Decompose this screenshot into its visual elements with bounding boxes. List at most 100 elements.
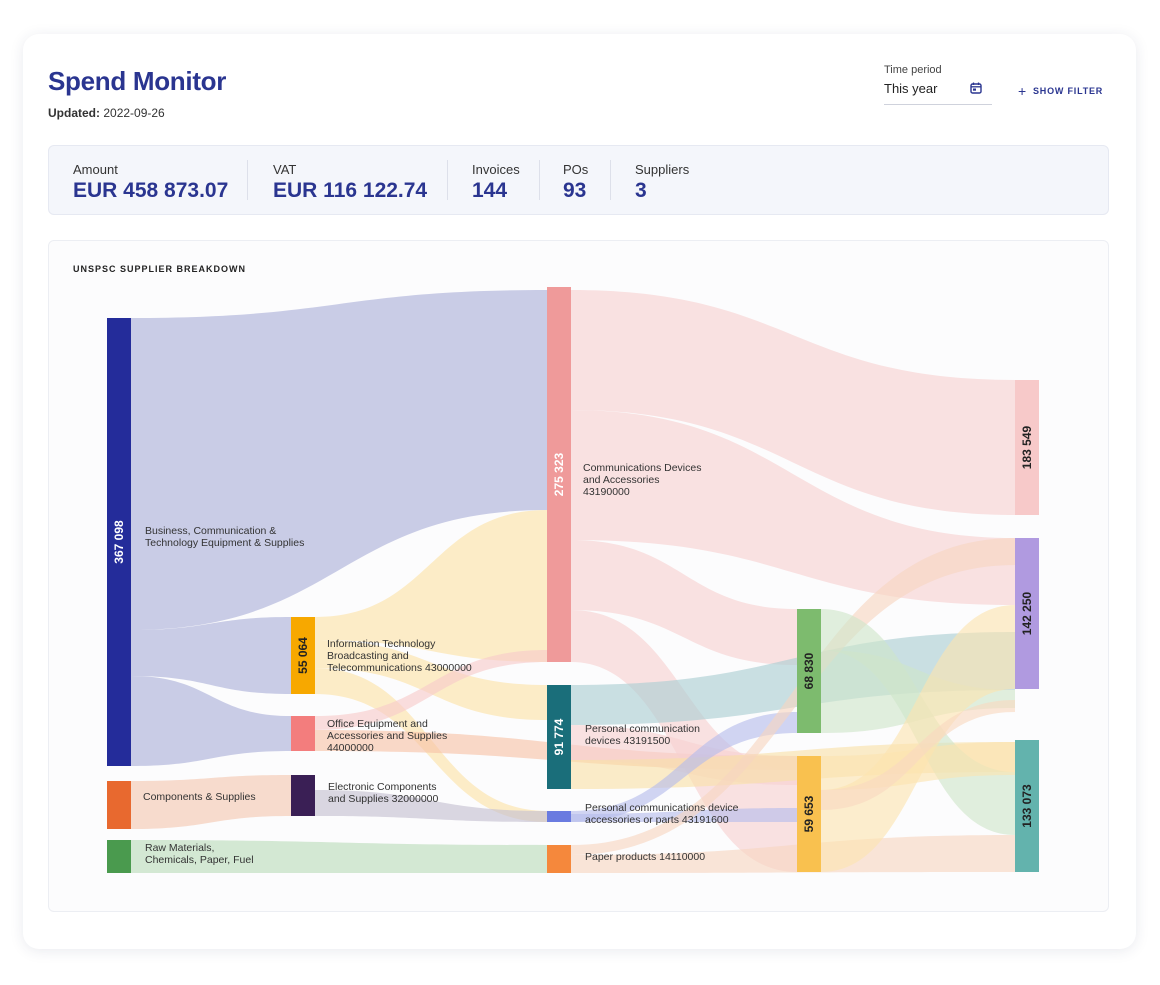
sankey-node-label-line: 43190000 xyxy=(583,486,630,498)
sankey-link-n9-n11[interactable] xyxy=(571,712,797,822)
sankey-links xyxy=(131,290,1015,873)
sankey-node-label-line: Office Equipment and xyxy=(327,718,428,730)
stat-amount: Amount EUR 458 873.07 xyxy=(73,162,228,203)
show-filter-label: SHOW FILTER xyxy=(1032,86,1104,96)
sankey-link-n12-n15[interactable] xyxy=(821,605,1015,872)
sankey-link-n2-n6[interactable] xyxy=(131,775,291,829)
sankey-node-label-line: devices 43191500 xyxy=(585,735,670,747)
updated-date: Updated: 2022-09-26 xyxy=(48,106,165,120)
stat-label: Invoices xyxy=(472,162,520,177)
stat-value: EUR 116 122.74 xyxy=(273,179,428,202)
show-filter-button[interactable]: + SHOW FILTER xyxy=(1018,84,1103,98)
sankey-link-n8-n14[interactable] xyxy=(571,632,1015,725)
sankey-link-n1-n5[interactable] xyxy=(131,676,291,766)
time-period-value[interactable]: This year xyxy=(884,81,938,96)
time-period-select[interactable]: Time period This year xyxy=(884,64,992,105)
sankey-node-label-line: Personal communication xyxy=(585,723,700,735)
sankey-node-n13[interactable] xyxy=(1015,380,1039,515)
sankey-link-n6-n9[interactable] xyxy=(315,790,547,822)
sankey-link-n4-n7[interactable] xyxy=(315,510,547,662)
sankey-node-label-line: Paper products 14110000 xyxy=(585,851,705,863)
sankey-node-value: 275 323 xyxy=(552,452,566,496)
sankey-link-n3-n10[interactable] xyxy=(131,840,547,873)
sankey-node-label: Personal communication devices 43191500 xyxy=(585,723,700,747)
sankey-node-label-line: Electronic Components xyxy=(328,781,437,793)
sankey-node-n1[interactable] xyxy=(107,318,131,766)
stat-pos: POs 93 xyxy=(563,162,588,203)
sankey-node-label-line: Business, Communication & xyxy=(145,525,276,537)
sankey-node-label: Business, Communication & Technology Equi… xyxy=(145,525,304,549)
sankey-node-value: 142 250 xyxy=(1020,591,1034,635)
sankey-node-label-line: Personal communications device xyxy=(585,802,739,814)
stat-label: Amount xyxy=(73,162,118,177)
sankey-node-n7[interactable] xyxy=(547,287,571,662)
sankey-link-n7-n13[interactable] xyxy=(571,290,1015,515)
sankey-node-n10[interactable] xyxy=(547,845,571,873)
sankey-node-label: Office Equipment and Accessories and Supp… xyxy=(327,718,447,754)
sankey-node-label-line: Communications Devices xyxy=(583,462,701,474)
sankey-link-n10-n15[interactable] xyxy=(571,538,1015,855)
chart-title: UNSPSC SUPPLIER BREAKDOWN xyxy=(73,264,247,274)
stat-invoices: Invoices 144 xyxy=(472,162,520,203)
sankey-node-label-line: 44000000 xyxy=(327,742,374,754)
page-title: Spend Monitor xyxy=(48,66,227,96)
updated-label: Updated: xyxy=(48,106,100,120)
sankey-node-label-line: and Accessories xyxy=(583,474,659,486)
sankey-link-n1-n4[interactable] xyxy=(131,617,291,694)
sankey-node-label-line: Raw Materials, xyxy=(145,842,214,854)
sankey-node-value: 68 830 xyxy=(802,652,816,689)
sankey-node-n8[interactable] xyxy=(547,685,571,789)
sankey-link-n12-n13[interactable] xyxy=(821,700,1015,810)
sankey-node-n6[interactable] xyxy=(291,775,315,816)
sankey-node-label-line: Chemicals, Paper, Fuel xyxy=(145,854,254,866)
sankey-link-n4-n8[interactable] xyxy=(315,640,547,720)
stat-value: 144 xyxy=(472,179,508,202)
sankey-link-n11-n14[interactable] xyxy=(821,650,1015,733)
sankey-node-n12[interactable] xyxy=(797,756,821,872)
sankey-link-n1-n7[interactable] xyxy=(131,290,547,630)
sankey-link-n7-n14[interactable] xyxy=(571,410,1015,605)
sankey-node-label: Paper products 14110000 xyxy=(585,851,705,863)
sankey-link-n7-n11[interactable] xyxy=(571,540,797,665)
stat-label: VAT xyxy=(273,162,297,177)
stats-bar: Amount EUR 458 873.07 VAT EUR 116 122.74… xyxy=(48,145,1109,215)
sankey-node-n9[interactable] xyxy=(547,811,571,822)
sankey-node-n3[interactable] xyxy=(107,840,131,873)
stat-value: 3 xyxy=(635,179,647,202)
sankey-node-n4[interactable] xyxy=(291,617,315,694)
sankey-node-label-line: accessories or parts 43191600 xyxy=(585,814,729,826)
sankey-node-value: 367 098 xyxy=(112,520,126,564)
sankey-link-n5-n7[interactable] xyxy=(315,650,547,730)
calendar-icon[interactable] xyxy=(970,82,982,94)
stat-divider xyxy=(539,160,540,200)
sankey-node-n15[interactable] xyxy=(1015,740,1039,872)
sankey-node-label-line: and Supplies 32000000 xyxy=(328,793,439,805)
sankey-node-label-line: Technology Equipment & Supplies xyxy=(145,537,304,549)
sankey-node-value: 133 073 xyxy=(1020,784,1034,828)
stat-divider xyxy=(447,160,448,200)
sankey-node-value: 55 064 xyxy=(296,637,310,674)
sankey-node-label-line: Components & Supplies xyxy=(143,791,256,803)
sankey-node-label: Personal communications device accessorie… xyxy=(585,802,739,826)
stat-label: POs xyxy=(563,162,589,177)
sankey-node-value: 59 653 xyxy=(802,795,816,832)
sankey-node-label: Communications Devices and Accessories 431… xyxy=(583,462,701,498)
sankey-link-n10-n14[interactable] xyxy=(571,835,1015,873)
updated-value: 2022-09-26 xyxy=(103,106,165,120)
sankey-node-label: Raw Materials, Chemicals, Paper, Fuel xyxy=(145,842,254,866)
sankey-node-n14[interactable] xyxy=(1015,538,1039,689)
sankey-node-n5[interactable] xyxy=(291,716,315,751)
stat-value: EUR 458 873.07 xyxy=(73,179,229,202)
sankey-node-label: Information Technology Broadcasting and Te… xyxy=(327,638,472,674)
stat-value: 93 xyxy=(563,179,587,202)
sankey-node-value: 91 774 xyxy=(552,718,566,755)
sankey-node-label: Components & Supplies xyxy=(143,791,256,803)
sankey-node-n11[interactable] xyxy=(797,609,821,733)
sankey-node-label-line: Information Technology xyxy=(327,638,436,650)
stat-divider xyxy=(247,160,248,200)
stat-suppliers: Suppliers 3 xyxy=(635,162,689,203)
sankey-labels: 367 098 Business, Communication & Technolo… xyxy=(112,425,1034,866)
sankey-node-value: 183 549 xyxy=(1020,425,1034,469)
sankey-node-n2[interactable] xyxy=(107,781,131,829)
